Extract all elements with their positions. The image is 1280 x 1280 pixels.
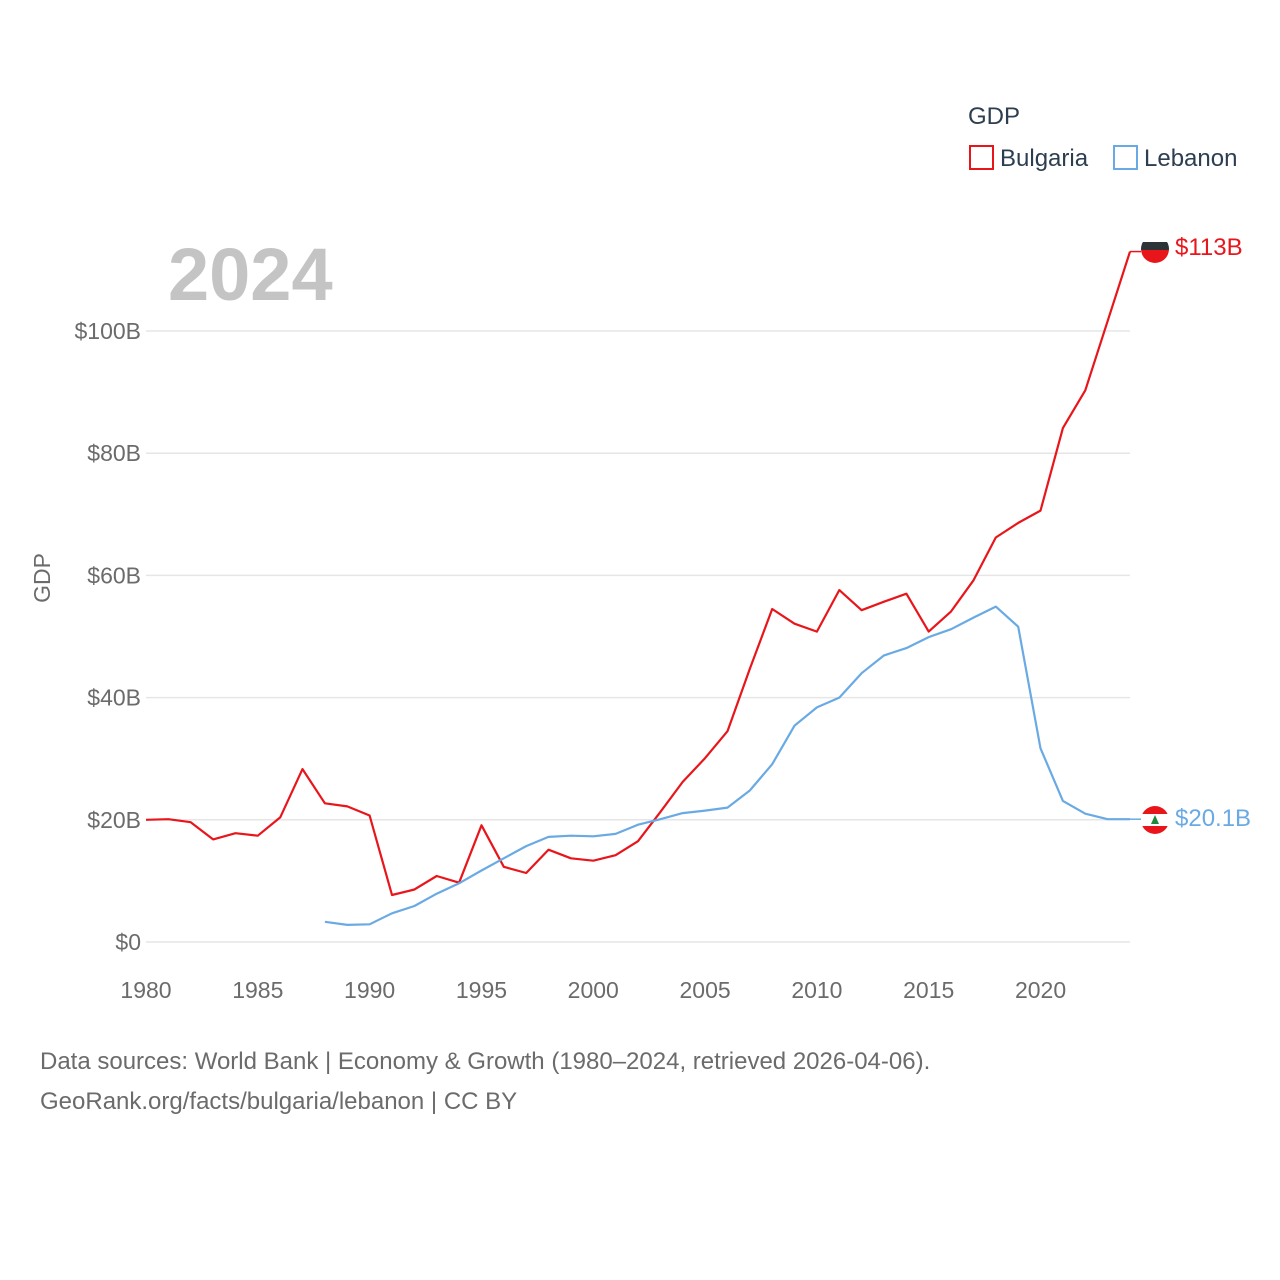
x-tick-label: 1990 — [344, 977, 395, 1003]
x-tick-label: 2010 — [791, 977, 842, 1003]
lebanon-flag-icon — [1141, 806, 1169, 834]
legend-label-bulgaria: Bulgaria — [1000, 145, 1089, 172]
y-tick-label: $0 — [115, 929, 141, 955]
x-tick-label: 2000 — [568, 977, 619, 1003]
x-tick-label: 2015 — [903, 977, 954, 1003]
source-line: Data sources: World Bank | Economy & Gro… — [40, 1048, 931, 1075]
y-tick-label: $80B — [87, 440, 141, 466]
series-end-markers — [1141, 235, 1169, 834]
y-tick-label: $40B — [87, 685, 141, 711]
series-line-lebanon — [324, 605, 1130, 927]
gdp-line-chart: $0 $20B $40B $60B $80B $100B 1980 1985 1990 1995… — [29, 103, 1251, 1003]
x-tick-label: 2005 — [680, 977, 731, 1003]
x-axis: 1980 1985 1990 1995 2000 2005 2010 2015 2020 — [120, 977, 1066, 1003]
bulgaria-flag-icon — [1141, 235, 1169, 263]
series-lines — [145, 250, 1141, 927]
attribution-line: GeoRank.org/facts/bulgaria/lebanon | CC … — [40, 1088, 518, 1115]
legend-title: GDP — [968, 103, 1020, 130]
legend-label-lebanon: Lebanon — [1144, 145, 1237, 172]
x-tick-label: 1995 — [456, 977, 507, 1003]
y-tick-label: $60B — [87, 562, 141, 588]
series-line-bulgaria — [145, 251, 1132, 897]
bulgaria-end-label: $113B — [1175, 234, 1243, 261]
x-tick-label: 1980 — [120, 977, 171, 1003]
y-tick-label: $20B — [87, 807, 141, 833]
data-source-footer: Data sources: World Bank | Economy & Gro… — [40, 1042, 930, 1122]
legend-swatch-lebanon — [1113, 145, 1138, 170]
x-tick-label: 2020 — [1015, 977, 1066, 1003]
x-tick-label: 1985 — [232, 977, 283, 1003]
gridlines — [146, 330, 1130, 943]
y-axis-title: GDP — [29, 553, 55, 603]
year-label: 2024 — [168, 233, 333, 316]
legend: GDP Bulgaria Lebanon — [968, 103, 1237, 172]
y-axis: $0 $20B $40B $60B $80B $100B — [74, 318, 141, 955]
legend-swatch-bulgaria — [969, 145, 994, 170]
y-tick-label: $100B — [74, 318, 141, 344]
lebanon-end-label: $20.1B — [1175, 805, 1251, 832]
